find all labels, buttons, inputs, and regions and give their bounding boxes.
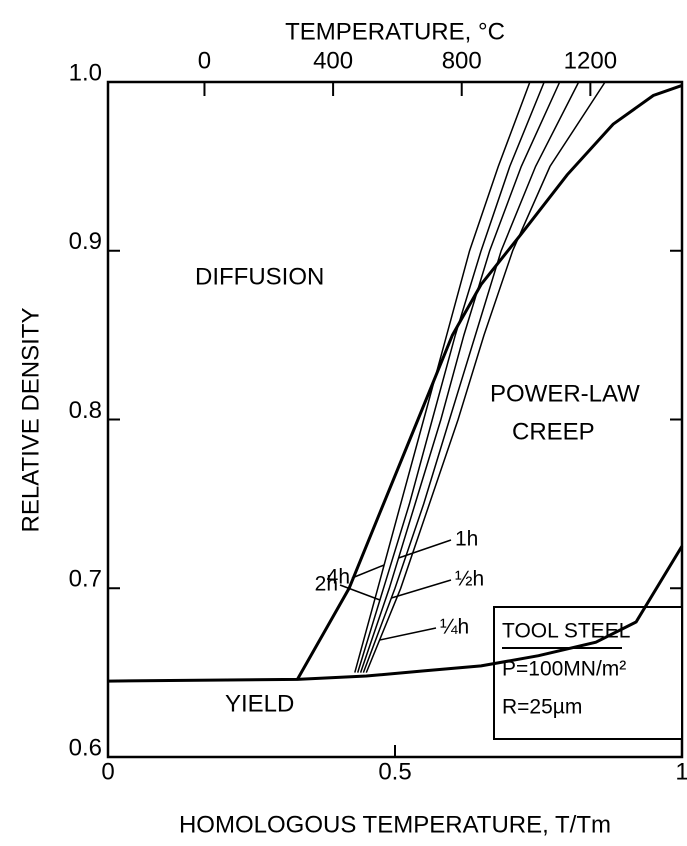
label-leader: [379, 627, 437, 641]
y-axis-title: RELATIVE DENSITY: [17, 308, 44, 533]
box-text: R=25µm: [502, 696, 582, 719]
time-contour: [365, 81, 606, 673]
region-label: CREEP: [512, 418, 595, 445]
x-tick-label: 0: [101, 758, 114, 785]
contour-label: ¼h: [440, 616, 469, 639]
time-contour: [356, 81, 545, 673]
region-label: DIFFUSION: [195, 263, 324, 290]
info-box: [493, 606, 683, 740]
y-tick-label: 1.0: [69, 59, 102, 86]
mechanism-boundary: [296, 83, 683, 681]
top-tick-label: 400: [313, 47, 353, 74]
top-tick-label: 0: [198, 47, 211, 74]
x-tick-label: 1: [675, 758, 687, 785]
time-contour: [362, 81, 580, 673]
label-leader: [351, 564, 385, 579]
contour-label: 4h: [327, 566, 350, 589]
time-contour: [359, 81, 561, 673]
box-title: TOOL STEEL: [502, 620, 630, 643]
label-leader: [339, 584, 381, 601]
label-leader: [391, 579, 452, 599]
region-label: YIELD: [225, 690, 294, 717]
top-tick-label: 800: [442, 47, 482, 74]
contour-label: 1h: [455, 528, 478, 551]
top-axis-title: TEMPERATURE, °C: [285, 18, 505, 45]
x-tick-label: 0.5: [378, 758, 411, 785]
y-tick-label: 0.7: [69, 566, 102, 593]
y-tick-label: 0.9: [69, 228, 102, 255]
time-contour: [354, 81, 531, 673]
region-label: POWER-LAW: [490, 380, 640, 407]
y-tick-label: 0.6: [69, 734, 102, 761]
box-text: P=100MN/m²: [502, 658, 626, 681]
top-tick-label: 1200: [564, 47, 617, 74]
label-leader: [398, 539, 452, 559]
x-axis-title: HOMOLOGOUS TEMPERATURE, T/Tm: [179, 811, 611, 838]
contour-label: 2h: [315, 573, 338, 596]
y-tick-label: 0.8: [69, 397, 102, 424]
contour-label: ½h: [455, 568, 484, 591]
mechanism-boundary: [107, 545, 684, 683]
